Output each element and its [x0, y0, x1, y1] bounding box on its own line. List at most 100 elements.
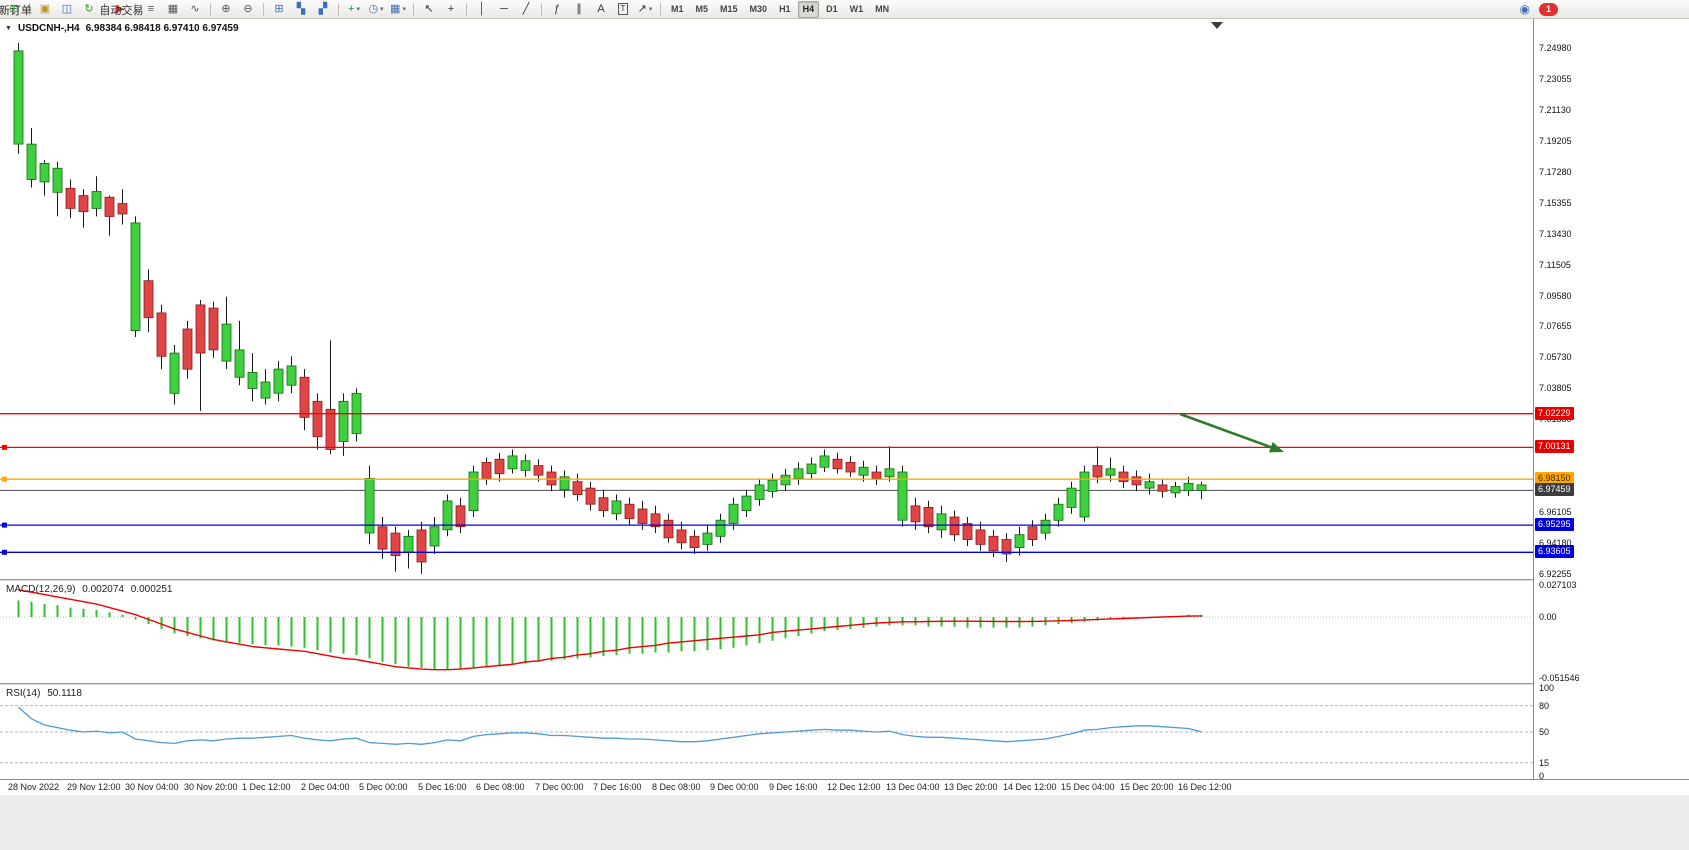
- price-axis[interactable]: 7.24980 7.23055 7.21130 7.19205 7.17280 7.153…: [1533, 19, 1689, 781]
- text-tool-button[interactable]: A: [591, 0, 611, 18]
- timeframe-button-h1[interactable]: H1: [779, 4, 791, 14]
- notification-badge[interactable]: 1: [1539, 2, 1558, 16]
- cascade-windows-button[interactable]: ▞: [313, 0, 333, 18]
- candle-body: [156, 312, 167, 357]
- candle-body: [507, 455, 518, 470]
- channel-tool-icon: ∥: [576, 3, 582, 15]
- timeframe-button-mn[interactable]: MN: [875, 4, 890, 14]
- macd-axis-label: -0.051546: [1539, 673, 1580, 683]
- candle-body: [78, 195, 89, 213]
- rsi-axis-label: 15: [1539, 758, 1550, 768]
- candle-body: [442, 500, 453, 531]
- vertical-line-tool-button[interactable]: │: [472, 0, 492, 18]
- one-click-trading-caret-icon[interactable]: ▼: [5, 25, 12, 32]
- candle-body: [533, 465, 544, 476]
- arrange-windows-button[interactable]: ▚: [291, 0, 311, 18]
- trend-arrow-annotation[interactable]: [1179, 412, 1272, 449]
- arrows-tool-button[interactable]: ↗ ▾: [635, 0, 655, 18]
- candle-body: [416, 529, 427, 563]
- text-label-tool-button[interactable]: T: [613, 0, 633, 18]
- dropdown-caret-icon: ▾: [402, 6, 406, 13]
- candle-body: [741, 495, 752, 512]
- candle-body: [260, 381, 271, 399]
- tile-windows-button[interactable]: ⊞: [269, 0, 289, 18]
- candle-body: [13, 50, 24, 145]
- navigator-icon[interactable]: ↻: [79, 0, 99, 18]
- timeframe-button-m1[interactable]: M1: [671, 4, 684, 14]
- price-tick-label: 7.05730: [1539, 352, 1572, 362]
- line-chart-type-icon: ∿: [190, 3, 200, 15]
- candle-body: [364, 477, 375, 534]
- line-handle[interactable]: [2, 522, 7, 528]
- price-tick-label: 7.24980: [1539, 43, 1572, 53]
- candle-body: [221, 323, 232, 362]
- candle-body: [780, 474, 791, 486]
- bar-chart-type-button[interactable]: ≡: [141, 0, 161, 18]
- market-watch-icon[interactable]: ◫: [57, 0, 77, 18]
- trendline-tool-button[interactable]: ╱: [516, 0, 536, 18]
- horizontal-line-tool-button[interactable]: ─: [494, 0, 514, 18]
- search-icon[interactable]: ◉: [1519, 2, 1530, 16]
- macd-histogram: [17, 600, 1203, 670]
- chart-area[interactable]: 28 Nov 2022 29 Nov 12:00 30 Nov 04:00 30 No…: [0, 18, 1689, 795]
- chart-shift-marker[interactable]: [1211, 22, 1223, 29]
- line-handle[interactable]: [2, 444, 7, 450]
- candle-body: [286, 365, 297, 386]
- zoom-out-button[interactable]: ⊖: [238, 0, 258, 18]
- candle-body: [143, 280, 154, 319]
- candle-body: [1014, 534, 1025, 549]
- rsi-panel-canvas[interactable]: [0, 685, 1533, 779]
- cursor-tool-icon: ↖: [424, 3, 434, 15]
- toolbar-separator: [660, 2, 661, 16]
- cursor-tool-button[interactable]: ↖: [419, 0, 439, 18]
- macd-panel-canvas[interactable]: [0, 581, 1533, 683]
- candle-body: [169, 352, 180, 394]
- price-tick-label: 6.96105: [1539, 507, 1572, 517]
- candle-body: [52, 167, 63, 193]
- candlestick-chart-type-button[interactable]: ▦: [163, 0, 183, 18]
- candle-body: [689, 535, 700, 548]
- line-handle[interactable]: [2, 476, 7, 482]
- candle-body: [806, 463, 817, 475]
- candle-body: [182, 328, 193, 370]
- price-tick-label: 7.23055: [1539, 74, 1572, 84]
- panel-separator[interactable]: [0, 683, 1689, 685]
- fibonacci-tool-button[interactable]: ƒ: [547, 0, 567, 18]
- candle-body: [247, 371, 258, 389]
- toolbar-separator: [263, 2, 264, 16]
- symbol-timeframe-label: USDCNH-,H4: [17, 23, 80, 34]
- time-axis[interactable]: 28 Nov 2022 29 Nov 12:00 30 Nov 04:00 30 No…: [0, 779, 1689, 795]
- macd-name: MACD(12,26,9): [6, 584, 76, 595]
- indicators-button[interactable]: + ▾: [344, 0, 364, 18]
- new-order-button[interactable]: ⊞ 新订单: [0, 0, 32, 18]
- price-tick-label: 7.21130: [1539, 105, 1571, 115]
- time-tick-label: 5 Dec 16:00: [418, 782, 467, 792]
- autotrading-button-label: 自动交易: [99, 5, 144, 17]
- timeframe-button-w1[interactable]: W1: [849, 4, 864, 14]
- timeframe-button-m30[interactable]: M30: [749, 4, 768, 14]
- arrange-windows-icon: ▚: [296, 3, 306, 15]
- autotrading-button[interactable]: ▶ 自动交易: [100, 0, 144, 18]
- periods-button[interactable]: ◷ ▾: [366, 0, 386, 18]
- price-tick-label: 6.92255: [1539, 569, 1572, 579]
- candle-body: [1118, 471, 1129, 483]
- macd-axis-label: 0.027103: [1539, 580, 1577, 590]
- rsi-axis-label: 0: [1539, 771, 1545, 781]
- zoom-in-button[interactable]: ⊕: [216, 0, 236, 18]
- templates-button[interactable]: ▦ ▾: [388, 0, 408, 18]
- panel-separator[interactable]: [0, 579, 1689, 581]
- charts-menu-icon[interactable]: ▣: [35, 0, 55, 18]
- channel-tool-button[interactable]: ∥: [569, 0, 589, 18]
- timeframe-button-d1[interactable]: D1: [826, 4, 838, 14]
- toolbar-separator: [29, 2, 30, 16]
- candle-body: [299, 376, 310, 418]
- crosshair-tool-button[interactable]: +: [441, 0, 461, 18]
- time-tick-label: 9 Dec 00:00: [710, 782, 759, 792]
- line-handle[interactable]: [2, 549, 7, 555]
- main-chart-canvas[interactable]: [0, 19, 1533, 579]
- timeframe-button-h4[interactable]: H4: [797, 0, 820, 18]
- time-tick-label: 30 Nov 04:00: [125, 782, 179, 792]
- line-chart-type-button[interactable]: ∿: [185, 0, 205, 18]
- timeframe-button-m5[interactable]: M5: [695, 4, 709, 14]
- timeframe-button-m15[interactable]: M15: [720, 4, 738, 14]
